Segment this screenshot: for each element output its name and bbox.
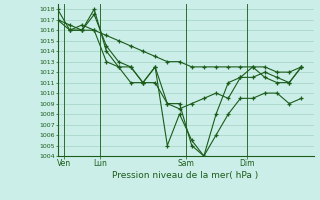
X-axis label: Pression niveau de la mer( hPa ): Pression niveau de la mer( hPa ) <box>112 171 259 180</box>
